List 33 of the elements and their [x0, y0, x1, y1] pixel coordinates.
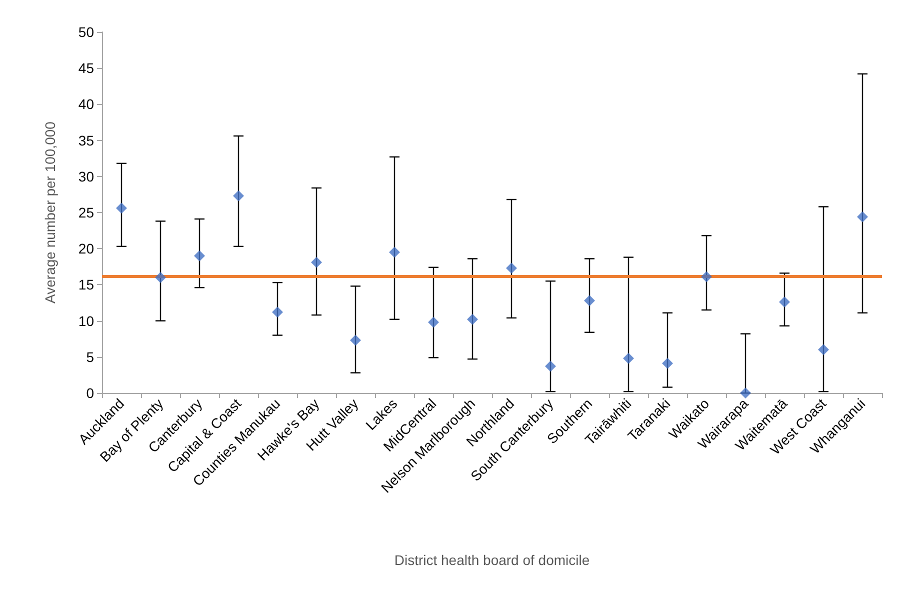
point	[545, 360, 556, 372]
y-tick-label: 20	[78, 240, 94, 257]
y-tick-label: 30	[78, 168, 94, 184]
point	[428, 316, 439, 328]
point	[701, 271, 712, 282]
point	[818, 344, 829, 356]
point	[857, 211, 868, 222]
point	[350, 334, 361, 346]
y-tick-label: 5	[86, 348, 94, 365]
point	[194, 250, 205, 262]
y-tick-label: 40	[78, 96, 94, 112]
point	[662, 358, 673, 369]
point	[155, 272, 166, 283]
y-tick-label: 10	[78, 312, 94, 329]
y-tick-label: 25	[78, 204, 94, 220]
y-axis-title: Average number per 100,000	[42, 121, 58, 304]
y-tick-label: 0	[86, 385, 94, 401]
point	[467, 314, 478, 325]
point	[233, 190, 244, 202]
y-tick-label: 15	[78, 276, 94, 293]
point	[272, 306, 283, 318]
point	[584, 295, 595, 306]
point	[506, 262, 517, 274]
y-tick-label: 35	[78, 132, 94, 148]
point	[779, 296, 790, 308]
x-axis-title: District health board of domicile	[394, 552, 590, 568]
point	[623, 352, 634, 364]
point	[740, 388, 751, 398]
y-tick-label: 50	[78, 24, 94, 40]
point	[311, 256, 322, 268]
point	[116, 202, 127, 214]
point	[389, 246, 400, 258]
y-tick-label: 45	[78, 60, 94, 76]
